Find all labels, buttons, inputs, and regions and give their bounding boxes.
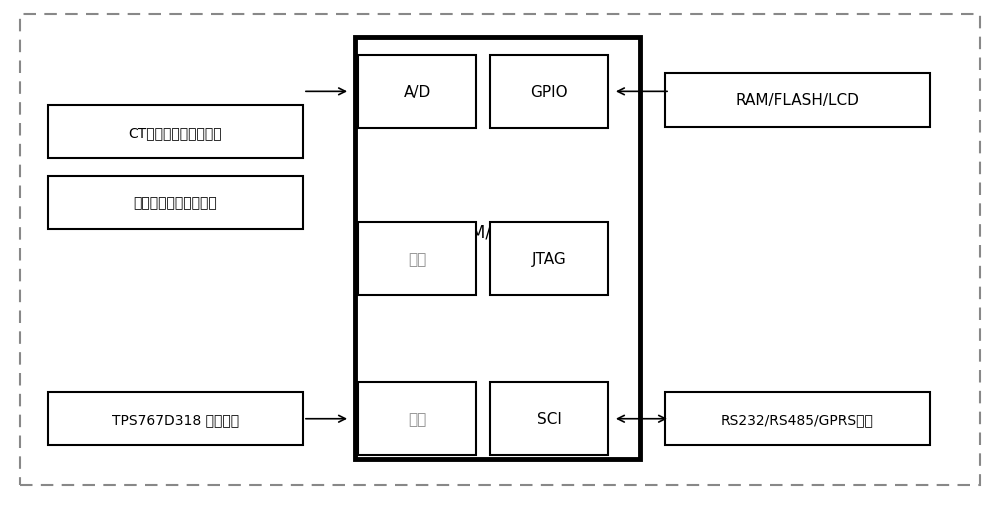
Bar	[358, 382, 476, 456]
Text: A/D: A/D	[403, 85, 431, 99]
Text: ARM/stm32: ARM/stm32	[449, 223, 545, 241]
Bar	[490, 222, 608, 295]
Text: GPIO: GPIO	[530, 85, 568, 99]
Text: CT传感器电流信号输入: CT传感器电流信号输入	[129, 126, 222, 139]
Text: RAM/FLASH/LCD: RAM/FLASH/LCD	[736, 93, 859, 108]
Bar	[358, 56, 476, 129]
Bar	[355, 38, 640, 460]
Text: 电源: 电源	[408, 412, 426, 426]
Bar	[48, 177, 303, 230]
Text: 中断: 中断	[408, 251, 426, 266]
Bar	[665, 74, 930, 127]
Text: SCI: SCI	[537, 412, 561, 426]
Text: 电场感应电压信号输入: 电场感应电压信号输入	[134, 196, 217, 210]
Bar	[48, 392, 303, 445]
Text: RS232/RS485/GPRS通讯: RS232/RS485/GPRS通讯	[721, 412, 874, 426]
Text: JTAG: JTAG	[532, 251, 566, 266]
Bar	[358, 222, 476, 295]
Bar	[490, 382, 608, 456]
Bar	[665, 392, 930, 445]
Bar	[490, 56, 608, 129]
Bar	[48, 106, 303, 159]
Text: TPS767D318 电源处理: TPS767D318 电源处理	[112, 412, 239, 426]
